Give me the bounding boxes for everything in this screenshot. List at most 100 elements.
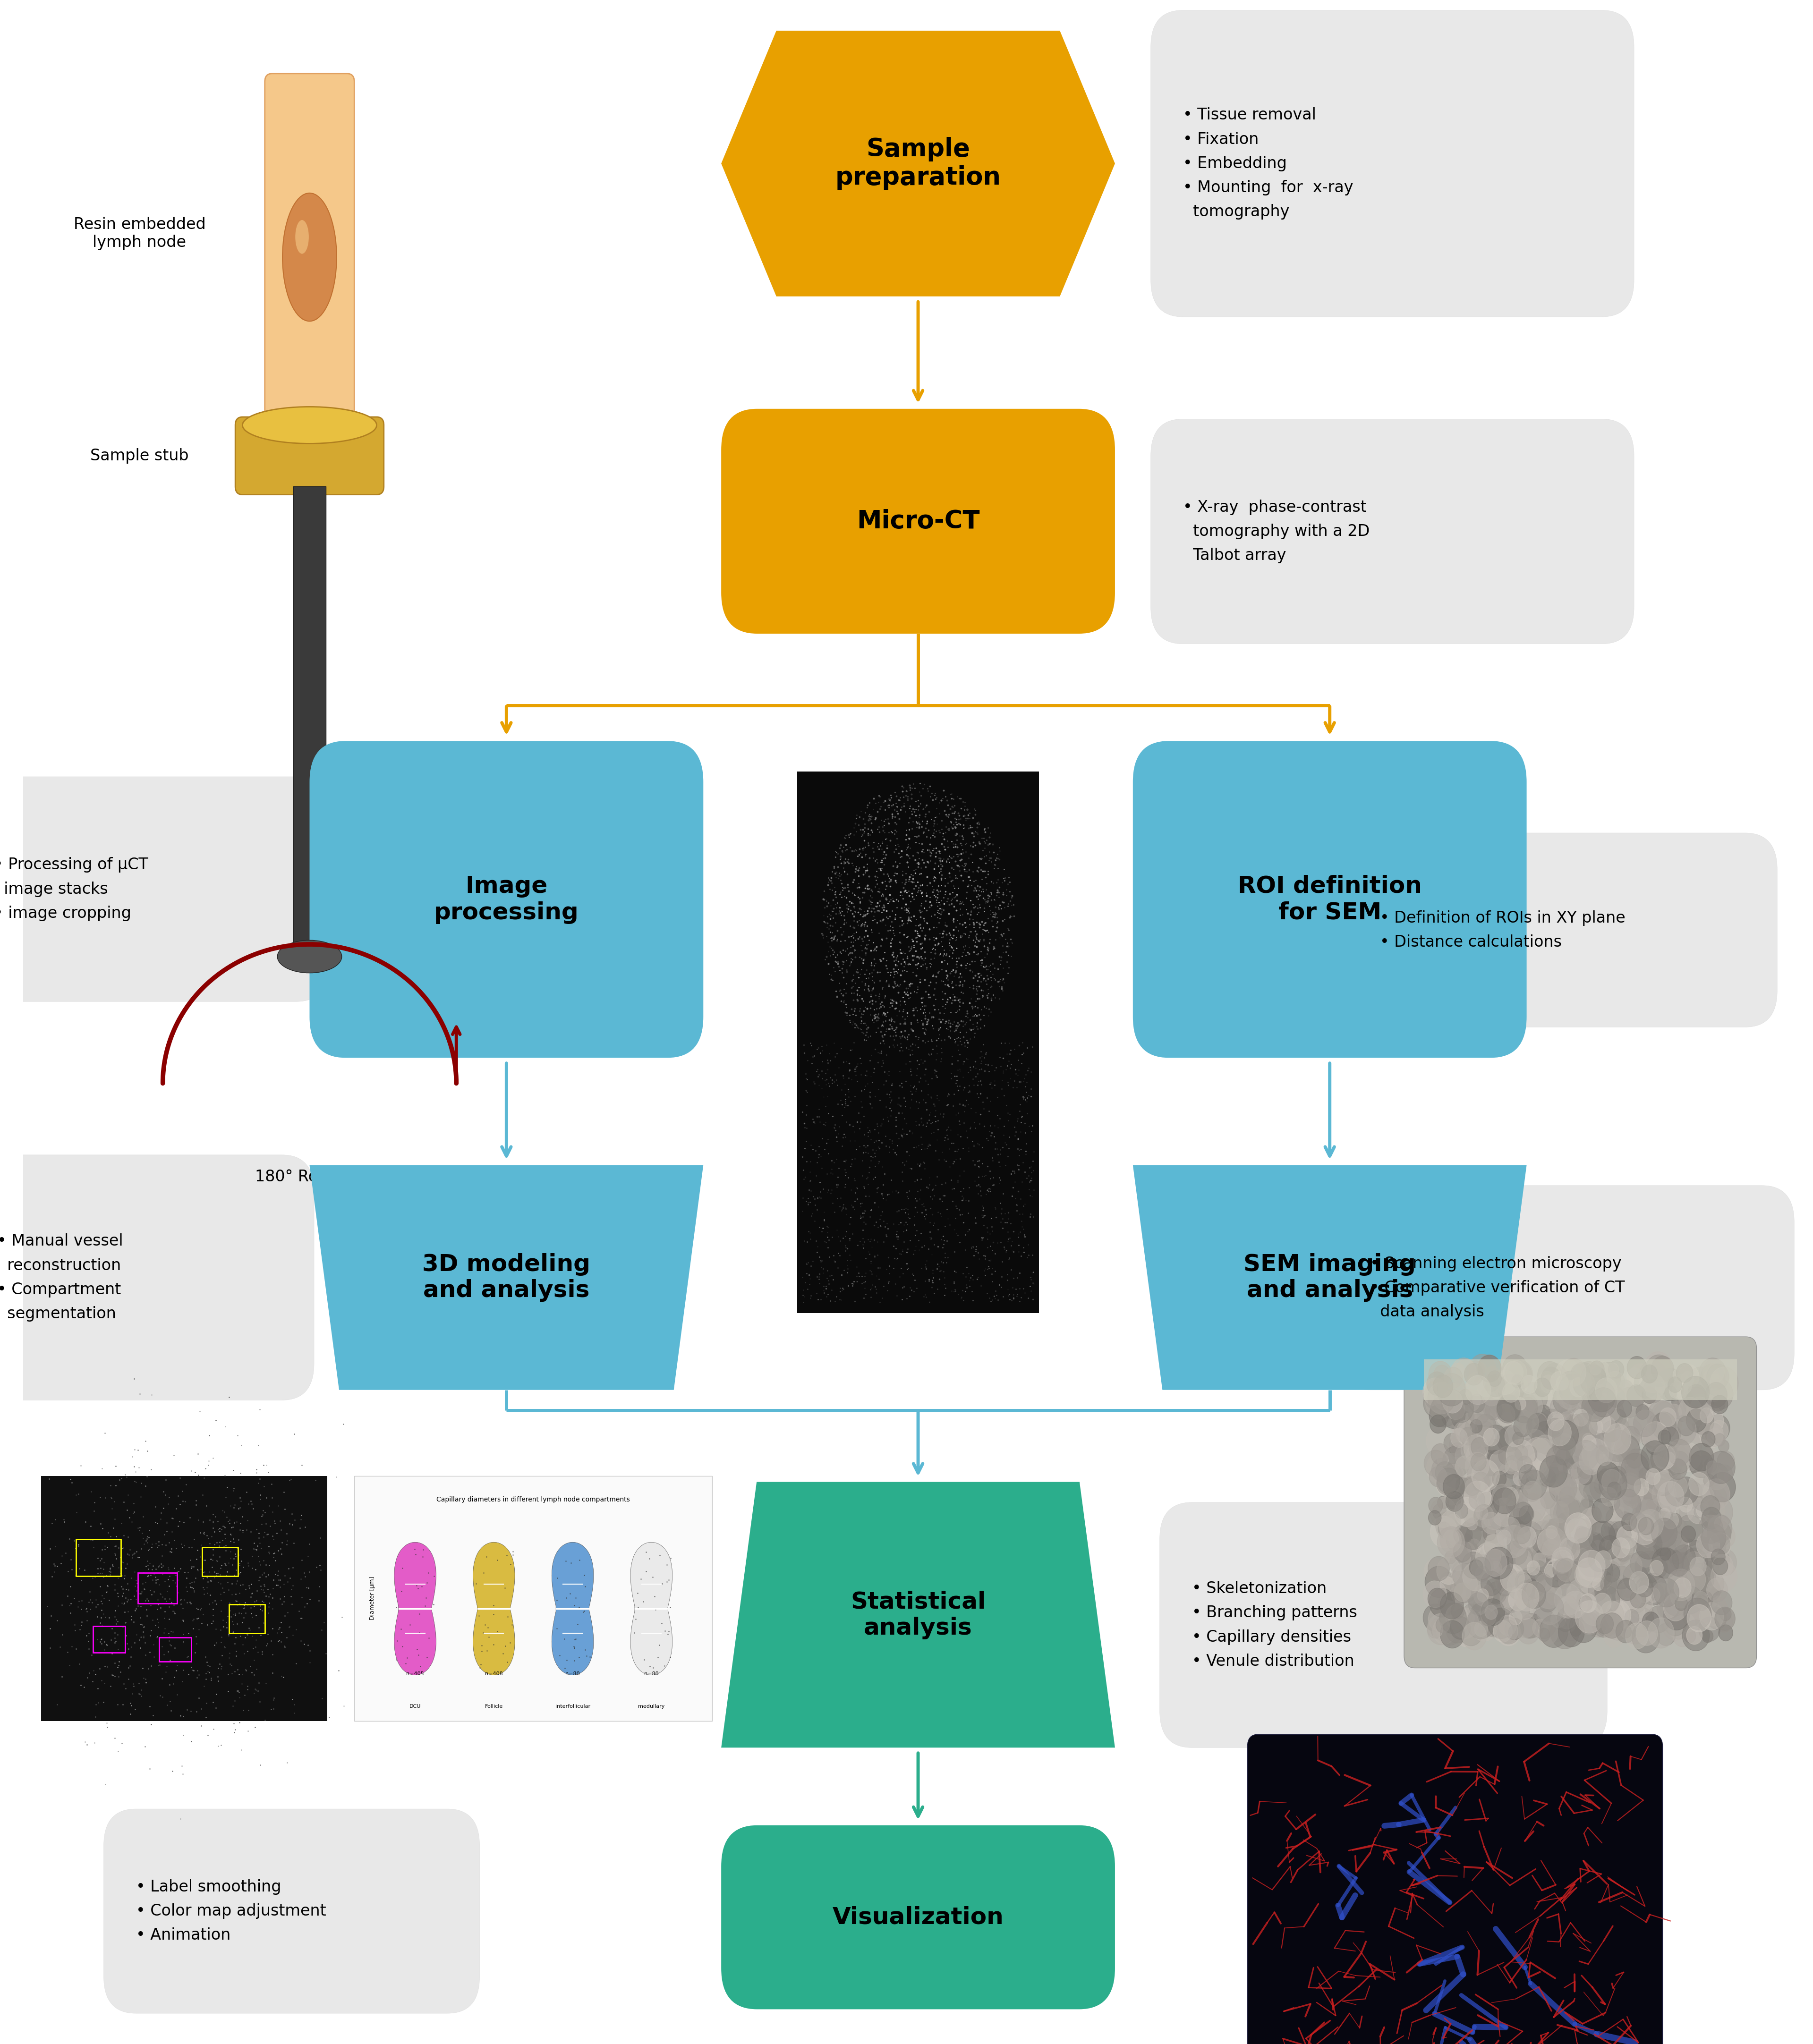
Circle shape bbox=[1508, 1625, 1521, 1639]
Circle shape bbox=[1646, 1478, 1672, 1504]
Circle shape bbox=[1637, 1498, 1663, 1527]
Circle shape bbox=[1648, 1588, 1661, 1602]
Circle shape bbox=[1675, 1539, 1699, 1564]
Circle shape bbox=[1445, 1551, 1456, 1564]
Circle shape bbox=[1543, 1464, 1559, 1482]
Circle shape bbox=[1530, 1541, 1546, 1562]
Circle shape bbox=[1701, 1525, 1726, 1551]
Circle shape bbox=[1715, 1517, 1728, 1531]
Circle shape bbox=[1546, 1527, 1559, 1543]
Circle shape bbox=[1650, 1555, 1673, 1584]
Circle shape bbox=[1657, 1537, 1675, 1560]
Circle shape bbox=[1483, 1535, 1503, 1558]
Circle shape bbox=[1575, 1441, 1597, 1466]
Circle shape bbox=[1507, 1486, 1523, 1504]
Circle shape bbox=[1626, 1357, 1646, 1380]
Circle shape bbox=[1543, 1363, 1566, 1390]
Circle shape bbox=[1450, 1570, 1479, 1602]
Circle shape bbox=[1644, 1466, 1670, 1496]
Text: Statistical
analysis: Statistical analysis bbox=[850, 1590, 986, 1639]
Circle shape bbox=[1681, 1525, 1695, 1543]
Circle shape bbox=[1537, 1372, 1557, 1394]
Circle shape bbox=[1699, 1560, 1722, 1588]
Circle shape bbox=[1677, 1390, 1695, 1408]
Circle shape bbox=[1657, 1482, 1684, 1513]
Text: • Definition of ROIs in XY plane
• Distance calculations: • Definition of ROIs in XY plane • Dista… bbox=[1380, 910, 1624, 950]
Circle shape bbox=[1590, 1388, 1617, 1416]
Circle shape bbox=[1476, 1517, 1488, 1531]
Circle shape bbox=[1617, 1578, 1637, 1600]
Circle shape bbox=[1566, 1388, 1586, 1410]
Circle shape bbox=[1508, 1547, 1532, 1574]
Circle shape bbox=[1559, 1374, 1586, 1404]
Circle shape bbox=[1498, 1619, 1521, 1645]
Circle shape bbox=[1574, 1378, 1594, 1398]
Circle shape bbox=[1583, 1435, 1595, 1451]
Circle shape bbox=[1458, 1541, 1476, 1564]
Circle shape bbox=[1661, 1533, 1690, 1566]
Circle shape bbox=[1673, 1578, 1692, 1598]
Circle shape bbox=[1456, 1478, 1470, 1494]
Circle shape bbox=[1648, 1502, 1673, 1531]
Circle shape bbox=[1450, 1363, 1465, 1380]
Circle shape bbox=[1590, 1547, 1610, 1570]
Circle shape bbox=[1488, 1549, 1501, 1564]
Circle shape bbox=[1423, 1378, 1447, 1406]
Circle shape bbox=[1610, 1466, 1626, 1484]
Circle shape bbox=[1614, 1535, 1635, 1562]
Circle shape bbox=[1643, 1584, 1653, 1596]
Circle shape bbox=[1429, 1361, 1452, 1388]
Circle shape bbox=[1563, 1539, 1577, 1555]
Circle shape bbox=[1470, 1449, 1487, 1468]
Text: n=405: n=405 bbox=[406, 1672, 424, 1676]
Circle shape bbox=[1688, 1367, 1713, 1396]
Circle shape bbox=[1581, 1560, 1605, 1588]
Circle shape bbox=[1695, 1404, 1724, 1437]
Circle shape bbox=[1682, 1568, 1706, 1592]
Circle shape bbox=[1663, 1609, 1690, 1641]
Circle shape bbox=[1653, 1412, 1672, 1435]
Circle shape bbox=[1686, 1384, 1706, 1406]
Circle shape bbox=[1541, 1508, 1566, 1537]
Circle shape bbox=[1623, 1564, 1648, 1590]
Circle shape bbox=[1550, 1396, 1572, 1421]
Circle shape bbox=[1494, 1488, 1516, 1515]
Circle shape bbox=[1537, 1621, 1557, 1645]
Circle shape bbox=[1503, 1461, 1519, 1478]
Circle shape bbox=[1681, 1566, 1708, 1598]
Circle shape bbox=[1492, 1513, 1505, 1525]
Circle shape bbox=[1456, 1421, 1478, 1445]
Circle shape bbox=[1643, 1421, 1670, 1451]
Circle shape bbox=[1695, 1537, 1711, 1553]
Circle shape bbox=[1532, 1619, 1548, 1637]
Circle shape bbox=[1459, 1412, 1483, 1441]
Circle shape bbox=[1429, 1588, 1447, 1609]
Circle shape bbox=[1585, 1398, 1601, 1419]
Circle shape bbox=[1479, 1459, 1496, 1478]
Circle shape bbox=[1440, 1592, 1463, 1619]
FancyBboxPatch shape bbox=[1151, 419, 1634, 644]
Circle shape bbox=[1563, 1600, 1579, 1617]
Circle shape bbox=[1556, 1461, 1574, 1484]
Circle shape bbox=[1476, 1617, 1490, 1633]
Circle shape bbox=[1639, 1527, 1657, 1547]
Circle shape bbox=[1588, 1386, 1601, 1402]
Circle shape bbox=[1675, 1515, 1702, 1545]
Circle shape bbox=[1606, 1562, 1621, 1578]
Circle shape bbox=[1528, 1412, 1546, 1435]
Circle shape bbox=[1711, 1396, 1728, 1414]
Bar bbox=[203, 1547, 238, 1576]
Circle shape bbox=[1440, 1576, 1454, 1592]
Text: ROI definition
for SEM: ROI definition for SEM bbox=[1238, 875, 1421, 924]
Circle shape bbox=[1494, 1488, 1517, 1515]
Circle shape bbox=[1706, 1363, 1730, 1390]
Circle shape bbox=[1517, 1396, 1537, 1419]
Circle shape bbox=[1666, 1447, 1679, 1461]
Circle shape bbox=[1443, 1433, 1461, 1453]
Circle shape bbox=[1423, 1580, 1447, 1609]
Circle shape bbox=[1536, 1478, 1561, 1504]
Circle shape bbox=[1459, 1519, 1487, 1549]
Circle shape bbox=[1623, 1574, 1641, 1594]
Circle shape bbox=[1697, 1484, 1717, 1506]
Circle shape bbox=[1605, 1564, 1619, 1582]
